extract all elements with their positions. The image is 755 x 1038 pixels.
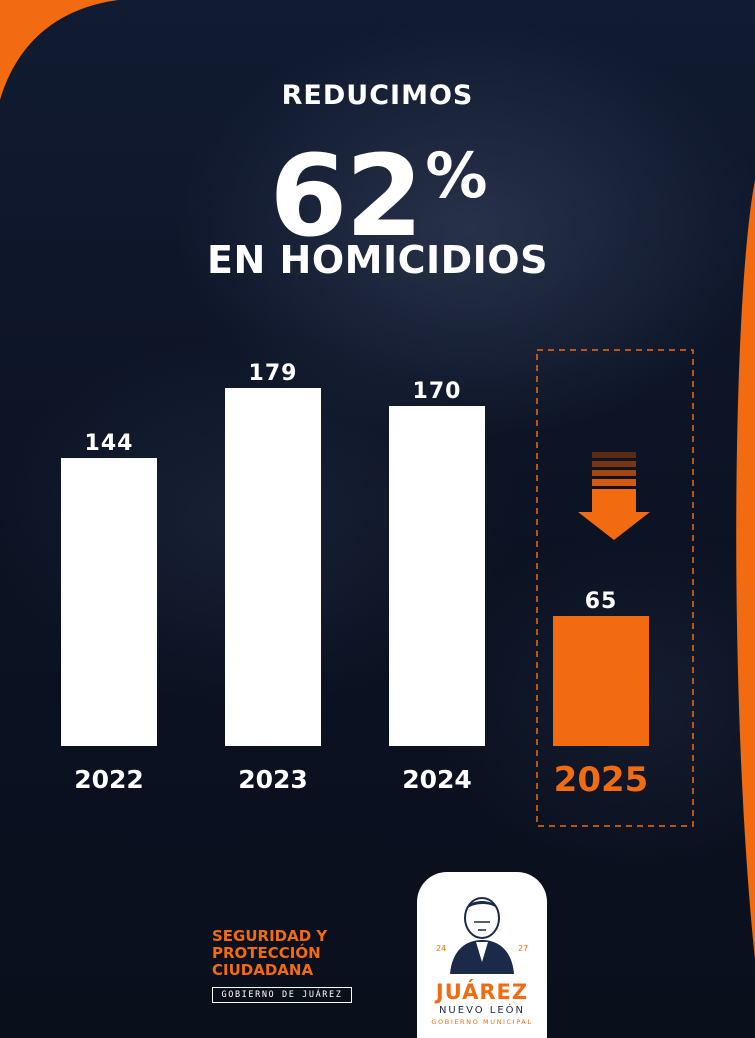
category-label-2025: 2025 [554, 760, 649, 800]
bar-2025 [553, 616, 649, 746]
bar-2024 [389, 406, 485, 746]
seal-tag: GOBIERNO MUNICIPAL [431, 1018, 533, 1026]
percent-sign: % [425, 139, 487, 212]
value-label-2024: 170 [413, 379, 462, 404]
seal-subtitle: NUEVO LEÓN [438, 1005, 526, 1016]
highlight-dashed-frame [536, 349, 694, 827]
seal-year-left: 24 [436, 944, 447, 953]
headline-subtitle: EN HOMICIDIOS [207, 238, 548, 282]
category-label-2023: 2023 [238, 765, 308, 794]
seal-year-right: 27 [518, 944, 529, 953]
dept-line-1: SEGURIDAD Y [212, 927, 328, 945]
value-label-2022: 144 [85, 431, 134, 456]
portrait-icon [450, 897, 514, 974]
seal-title: JUÁREZ [435, 980, 529, 1004]
category-label-2022: 2022 [74, 765, 144, 794]
dept-line-2: PROTECCIÓN [212, 944, 321, 962]
category-label-2024: 2024 [402, 765, 472, 794]
bar-2023 [225, 388, 321, 746]
down-arrow-icon [578, 452, 650, 540]
dept-tag: GOBIERNO DE JUÁREZ [212, 987, 352, 1003]
bar-2022 [61, 458, 157, 746]
headline-number: 62 [269, 132, 424, 262]
municipal-seal: 24 27 JUÁREZ NUEVO LEÓN GOBIERNO MUNICIP… [417, 872, 547, 1038]
edge-accent-right [736, 180, 755, 960]
value-label-2025: 65 [585, 589, 618, 614]
headline-percentage: 62% [0, 120, 755, 253]
security-department-logo: SEGURIDAD Y PROTECCIÓN CIUDADANA GOBIERN… [212, 928, 362, 1003]
corner-accent-top-left [0, 0, 118, 100]
value-label-2023: 179 [249, 361, 298, 386]
headline-kicker: REDUCIMOS [281, 80, 474, 111]
dept-line-3: CIUDADANA [212, 961, 314, 979]
